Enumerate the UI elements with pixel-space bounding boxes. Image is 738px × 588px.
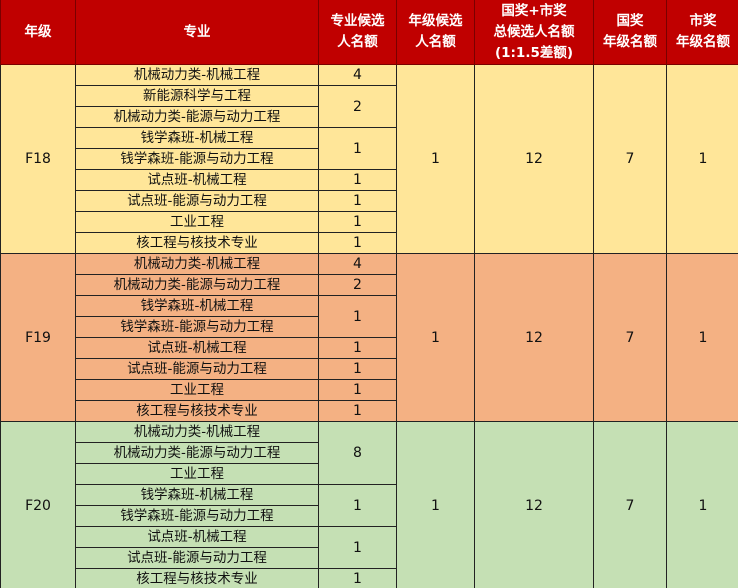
major-cell: 钱学森班-机械工程 — [75, 127, 319, 149]
major-cell: 工业工程 — [75, 379, 319, 401]
major-cell: 试点班-能源与动力工程 — [75, 358, 319, 380]
major-quota-cell: 1 — [318, 400, 397, 422]
header-line: 总候选人名额 — [493, 23, 575, 40]
major-cell: 机械动力类-能源与动力工程 — [75, 106, 319, 128]
table-body: F18 机械动力类-机械工程 4 1 12 7 1 新能源科学与工程 2 机械动力类-能源与动力工… — [0, 64, 738, 588]
header-grade-label: 年级 — [24, 23, 52, 40]
major-cell: 钱学森班-机械工程 — [75, 295, 319, 317]
major-quota-cell: 1 — [318, 190, 397, 212]
header-line: (1:1.5差额) — [494, 44, 574, 61]
city-quota-cell: 1 — [666, 421, 738, 588]
major-quota-cell: 8 — [318, 421, 397, 485]
header-major-quota: 专业候选 人名额 — [318, 0, 397, 65]
header-line: 国奖 — [616, 13, 644, 29]
major-cell: 机械动力类-机械工程 — [75, 421, 319, 443]
major-cell: 试点班-机械工程 — [75, 526, 319, 548]
table-row: F20 机械动力类-机械工程 8 1 12 7 1 — [0, 421, 738, 588]
major-cell: 工业工程 — [75, 463, 319, 485]
city-quota-cell: 1 — [666, 253, 738, 422]
total-quota-cell: 12 — [474, 421, 594, 588]
major-cell: 新能源科学与工程 — [75, 85, 319, 107]
grade-quota-cell: 1 — [396, 421, 475, 588]
major-quota-cell: 1 — [318, 484, 397, 527]
header-city: 市奖 年级名额 — [666, 0, 738, 65]
major-cell: 机械动力类-能源与动力工程 — [75, 442, 319, 464]
national-quota-cell: 7 — [593, 421, 667, 588]
header-grade: 年级 — [0, 0, 76, 65]
total-quota-cell: 12 — [474, 64, 594, 254]
major-quota-cell: 1 — [318, 526, 397, 569]
header-national: 国奖 年级名额 — [593, 0, 667, 65]
grade-cell: F19 — [0, 253, 76, 422]
table-row: F18 机械动力类-机械工程 4 1 12 7 1 — [0, 64, 738, 254]
header-line: 国奖+市奖 — [501, 2, 567, 19]
major-quota-cell: 2 — [318, 85, 397, 128]
major-cell: 核工程与核技术专业 — [75, 400, 319, 422]
major-quota-cell: 1 — [318, 232, 397, 254]
major-cell: 工业工程 — [75, 211, 319, 233]
major-cell: 钱学森班-能源与动力工程 — [75, 505, 319, 527]
table-row: F19 机械动力类-机械工程 4 1 12 7 1 — [0, 253, 738, 422]
grade-cell: F20 — [0, 421, 76, 588]
grade-quota-cell: 1 — [396, 64, 475, 254]
header-line: 人名额 — [415, 34, 456, 50]
major-quota-cell: 1 — [318, 211, 397, 233]
total-quota-cell: 12 — [474, 253, 594, 422]
major-quota-cell: 1 — [318, 295, 397, 338]
major-cell: 机械动力类-能源与动力工程 — [75, 274, 319, 296]
header-line: 年级名额 — [676, 34, 730, 50]
major-cell: 核工程与核技术专业 — [75, 232, 319, 254]
national-quota-cell: 7 — [593, 253, 667, 422]
header-row: 年级 专业 专业候选人名额 年级候选人名额 国奖+市奖总候选人名额 (1:1.5差… — [0, 0, 738, 65]
grade-quota-cell: 1 — [396, 253, 475, 422]
header-line: 市奖 — [689, 13, 717, 29]
header-line: 年级名额 — [603, 34, 657, 50]
major-cell: 钱学森班-能源与动力工程 — [75, 316, 319, 338]
major-cell: 试点班-机械工程 — [75, 169, 319, 191]
major-quota-cell: 1 — [318, 379, 397, 401]
major-quota-cell: 2 — [318, 274, 397, 296]
major-quota-cell: 1 — [318, 337, 397, 359]
major-quota-cell: 1 — [318, 358, 397, 380]
header-line: 年级候选 — [408, 13, 463, 29]
header-major: 专业 — [75, 0, 319, 65]
header-major-label: 专业 — [183, 23, 211, 40]
major-cell: 钱学森班-能源与动力工程 — [75, 148, 319, 170]
grade-cell: F18 — [0, 64, 76, 254]
city-quota-cell: 1 — [666, 64, 738, 254]
major-cell: 核工程与核技术专业 — [75, 568, 319, 588]
header-line: 人名额 — [337, 34, 378, 50]
major-cell: 钱学森班-机械工程 — [75, 484, 319, 506]
major-quota-cell: 4 — [318, 253, 397, 275]
major-cell: 试点班-能源与动力工程 — [75, 547, 319, 569]
major-quota-cell: 1 — [318, 127, 397, 170]
major-cell: 机械动力类-机械工程 — [75, 64, 319, 86]
major-cell: 机械动力类-机械工程 — [75, 253, 319, 275]
major-quota-cell: 1 — [318, 568, 397, 588]
major-cell: 试点班-能源与动力工程 — [75, 190, 319, 212]
major-quota-cell: 4 — [318, 64, 397, 86]
header-line: 专业候选 — [330, 13, 385, 29]
header-total-quota: 国奖+市奖总候选人名额 (1:1.5差额) — [474, 0, 594, 65]
major-cell: 试点班-机械工程 — [75, 337, 319, 359]
major-quota-cell: 1 — [318, 169, 397, 191]
national-quota-cell: 7 — [593, 64, 667, 254]
header-grade-quota: 年级候选 人名额 — [396, 0, 475, 65]
